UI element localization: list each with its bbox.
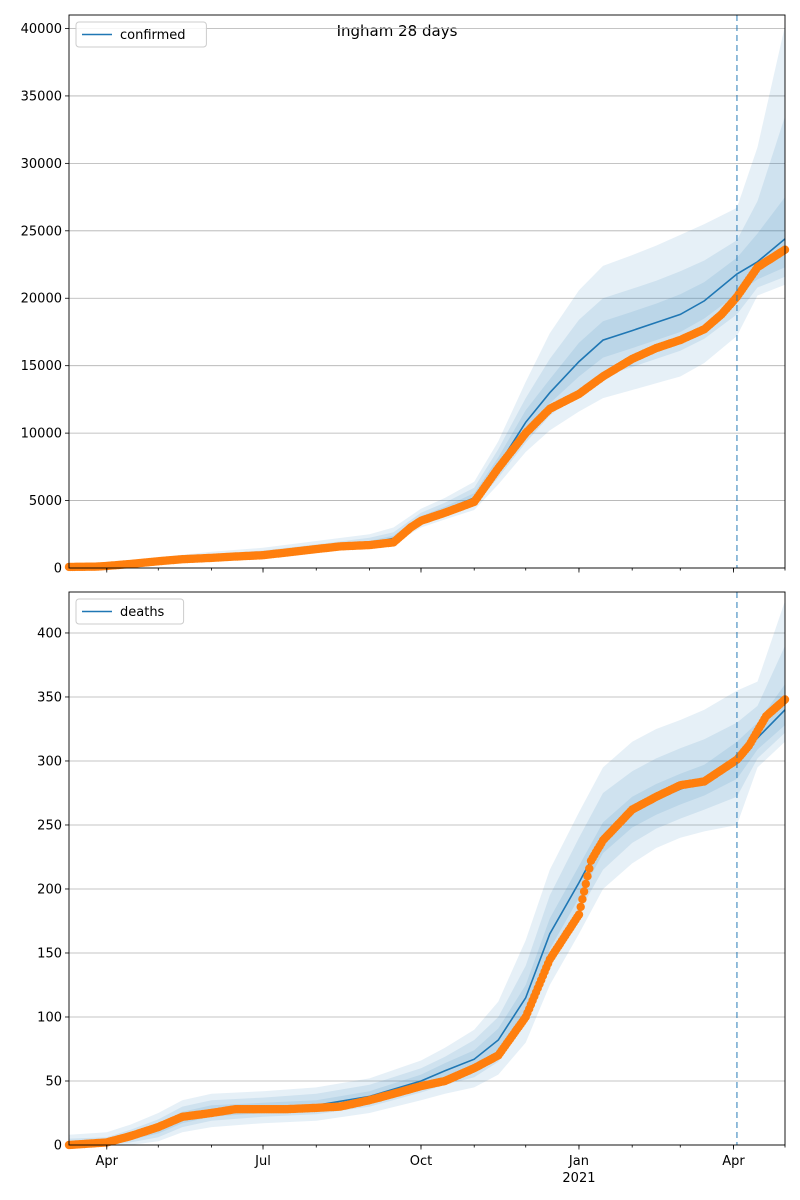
y-tick-label: 50 [45, 1074, 62, 1089]
y-tick-label: 35000 [21, 89, 62, 104]
observed-point [583, 872, 592, 881]
legend-label: deaths [120, 605, 165, 620]
observed-point [578, 895, 587, 904]
axes-frame [68, 14, 786, 569]
x-tick-sublabel: 2021 [562, 1171, 595, 1186]
y-tick-label: 200 [37, 882, 62, 897]
y-tick-label: 100 [37, 1010, 62, 1025]
legend: confirmed [75, 21, 207, 48]
uncertainty-band-2 [69, 645, 785, 1145]
y-tick-label: 40000 [21, 22, 62, 37]
y-tick-label: 30000 [21, 157, 62, 172]
figure-title: Ingham 28 days [337, 22, 458, 40]
x-tick-label: Apr [96, 1154, 119, 1169]
uncertainty-band-1 [69, 601, 785, 1145]
y-tick-label: 0 [54, 1139, 62, 1154]
observed-point [579, 887, 589, 896]
observed-point [581, 879, 590, 889]
x-tick-label: Jul [254, 1154, 271, 1169]
y-tick-label: 10000 [21, 427, 62, 442]
uncertainty-band-1 [69, 25, 785, 569]
y-tick-label: 300 [37, 754, 62, 769]
observed-point [574, 910, 584, 919]
legend: deaths [75, 598, 185, 625]
legend-box [75, 598, 185, 625]
uncertainty-band-2 [69, 116, 785, 568]
y-tick-label: 350 [37, 690, 62, 705]
y-tick-label: 15000 [21, 359, 62, 374]
x-tick-label: Oct [410, 1154, 432, 1169]
y-tick-label: 20000 [21, 292, 62, 307]
axes-frame [68, 591, 786, 1146]
observed-point [576, 902, 585, 912]
observed-point [585, 864, 594, 873]
y-tick-label: 0 [54, 562, 62, 577]
y-tick-label: 25000 [21, 224, 62, 239]
x-tick-label: Apr [722, 1154, 745, 1169]
legend-label: confirmed [120, 28, 186, 43]
y-tick-label: 5000 [29, 494, 62, 509]
x-tick-label: Jan [568, 1154, 589, 1169]
legend-box [75, 21, 207, 48]
y-tick-label: 150 [37, 946, 62, 961]
y-tick-label: 250 [37, 818, 62, 833]
y-tick-label: 400 [37, 626, 62, 641]
deaths-panel: 0 50 100 150 200 250 300 350 400 Apr Jul Oct Jan 2021… [37, 591, 790, 1186]
confirmed-panel: 0 5000 10000 15000 20000 25000 30000 35000 40000… [21, 14, 790, 577]
